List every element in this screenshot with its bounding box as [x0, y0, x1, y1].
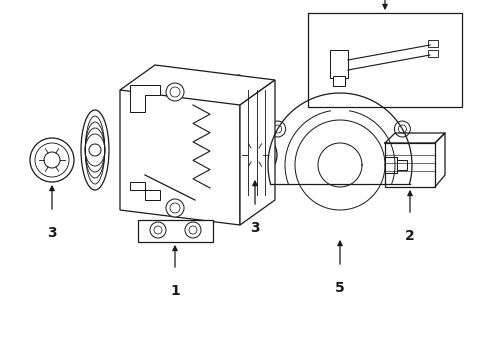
Bar [385, 143, 435, 187]
Circle shape [247, 147, 263, 163]
Circle shape [398, 125, 406, 133]
Polygon shape [120, 65, 275, 105]
Bar [308, 13, 462, 107]
Polygon shape [130, 182, 160, 200]
Circle shape [30, 138, 74, 182]
Text: 1: 1 [170, 284, 180, 298]
Text: 3: 3 [47, 226, 57, 240]
Text: 3: 3 [250, 221, 260, 235]
Circle shape [154, 226, 162, 234]
Polygon shape [240, 80, 275, 225]
Circle shape [170, 203, 180, 213]
Circle shape [35, 143, 69, 177]
Circle shape [273, 125, 282, 133]
Bar [385, 157, 397, 173]
Circle shape [233, 133, 277, 177]
Polygon shape [130, 85, 160, 112]
Bar [428, 50, 438, 57]
Circle shape [270, 121, 286, 137]
Bar [330, 50, 348, 78]
Bar [138, 220, 213, 242]
Circle shape [89, 144, 101, 156]
Bar [397, 160, 407, 170]
Circle shape [166, 83, 184, 101]
Circle shape [170, 87, 180, 97]
Polygon shape [120, 75, 240, 225]
Text: 5: 5 [335, 281, 345, 295]
Circle shape [185, 222, 201, 238]
Bar [333, 76, 345, 86]
Circle shape [189, 226, 197, 234]
Circle shape [150, 222, 166, 238]
Circle shape [44, 152, 60, 168]
Bar [428, 40, 438, 47]
Text: 2: 2 [405, 229, 415, 243]
Circle shape [238, 138, 272, 172]
Circle shape [166, 199, 184, 217]
Circle shape [394, 121, 410, 137]
Ellipse shape [81, 110, 109, 190]
